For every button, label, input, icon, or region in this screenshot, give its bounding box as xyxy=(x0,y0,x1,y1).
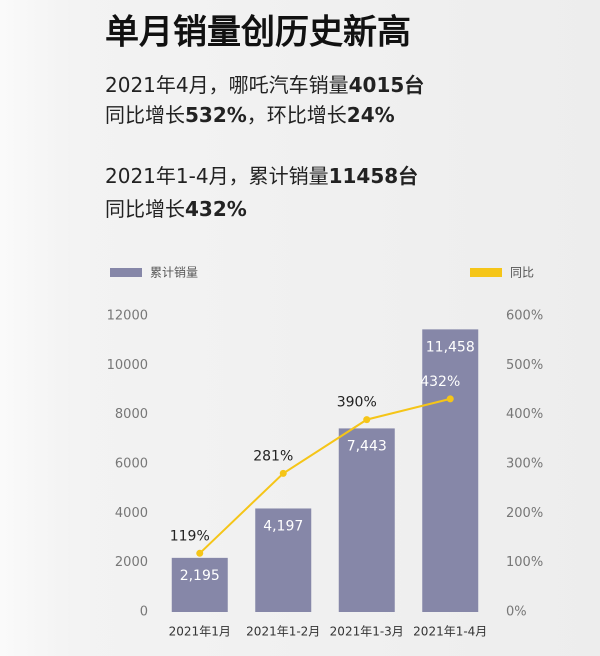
line-value-label: 119% xyxy=(170,528,210,544)
note-segment: 432% xyxy=(185,197,247,221)
note-line: 同比增长532%，环比增长24% xyxy=(105,103,395,127)
legend-swatch xyxy=(110,268,142,277)
y2-tick-label: 0% xyxy=(506,605,527,620)
line-point xyxy=(446,395,454,403)
legend-swatch xyxy=(470,268,502,277)
y2-tick-label: 500% xyxy=(506,358,543,373)
note-segment: 532% xyxy=(185,103,247,127)
legend-label: 同比 xyxy=(510,266,534,280)
note-line: 2021年4月，哪吒汽车销量4015台 xyxy=(105,73,424,97)
y2-tick-label: 300% xyxy=(506,457,543,472)
legend-label: 累计销量 xyxy=(150,266,198,280)
bar-value-label: 11,458 xyxy=(426,339,475,355)
note-segment: 同比增长 xyxy=(105,103,185,127)
note-line: 2021年1-4月，累计销量11458台 xyxy=(105,164,418,188)
line-value-label: 432% xyxy=(420,374,460,390)
y-tick-label: 12000 xyxy=(107,309,148,324)
y-tick-label: 2000 xyxy=(115,555,148,570)
y-tick-label: 6000 xyxy=(115,457,148,472)
bar-value-label: 7,443 xyxy=(347,438,387,454)
x-tick-label: 2021年1-3月 xyxy=(330,625,404,639)
y-tick-label: 10000 xyxy=(107,358,148,373)
line-value-label: 281% xyxy=(253,448,293,464)
note-segment: 2021年1-4月，累计销量 xyxy=(105,164,329,188)
line-point xyxy=(196,549,204,557)
bar xyxy=(338,428,395,612)
line xyxy=(199,397,451,555)
bar xyxy=(422,329,479,612)
y2-tick-label: 100% xyxy=(506,555,543,570)
x-tick-label: 2021年1-2月 xyxy=(246,625,320,639)
bar xyxy=(255,508,312,612)
y2-tick-label: 400% xyxy=(506,407,543,422)
bar-value-label: 4,197 xyxy=(263,518,303,534)
note-segment: 同比增长 xyxy=(105,197,185,221)
y2-tick-label: 200% xyxy=(506,506,543,521)
note-line: 同比增长432% xyxy=(105,197,247,221)
bar xyxy=(171,557,228,612)
x-tick-label: 2021年1月 xyxy=(169,625,231,639)
notes: 2021年4月，哪吒汽车销量4015台同比增长532%，环比增长24%2021年… xyxy=(105,73,424,221)
y-tick-label: 4000 xyxy=(115,506,148,521)
line-point xyxy=(279,469,287,477)
line-value-label: 390% xyxy=(337,395,377,411)
y-tick-label: 0 xyxy=(140,605,148,620)
line-point xyxy=(363,416,371,424)
note-segment: 11458台 xyxy=(329,164,419,188)
y-tick-label: 8000 xyxy=(115,407,148,422)
note-segment: ，环比增长 xyxy=(247,103,347,127)
y2-tick-label: 600% xyxy=(506,309,543,324)
bar-value-label: 2,195 xyxy=(180,568,220,584)
note-segment: 4015台 xyxy=(349,73,425,97)
note-segment: 24% xyxy=(347,103,395,127)
x-tick-label: 2021年1-4月 xyxy=(413,625,487,639)
chart-title: 单月销量创历史新高 xyxy=(105,13,411,53)
note-segment: 2021年4月，哪吒汽车销量 xyxy=(105,73,349,97)
